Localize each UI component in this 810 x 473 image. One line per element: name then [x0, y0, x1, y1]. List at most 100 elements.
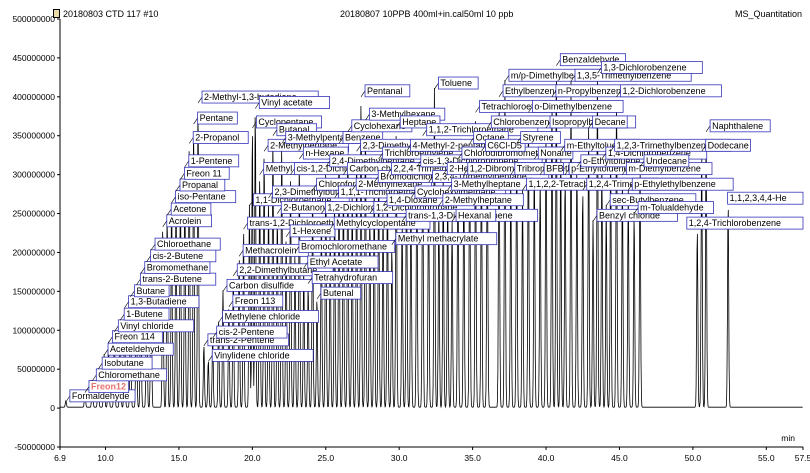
peak-label: p-Ethylethylbenzene: [628, 177, 734, 191]
peak-leader-line: [416, 160, 422, 168]
peak-leader-line: [605, 199, 611, 206]
peak-label-text: Tetrahydrofuran: [314, 273, 377, 283]
peak-label: 1,2,3-Trimethylbenzene: [610, 138, 732, 152]
peak-label: o-Dimethylbenzene: [528, 99, 624, 113]
peak-label-text: Freon 11: [186, 168, 221, 178]
peak-leader-line: [487, 121, 492, 129]
peak-leader-line: [277, 207, 282, 214]
peak-label-text: 1-Hexene: [292, 226, 331, 236]
peak-label: Pentanal: [360, 84, 411, 98]
peak-leader-line: [268, 191, 273, 199]
peak-label: C6Cl-D5: [481, 138, 526, 152]
peak-label-text: Aceteldehyde: [110, 344, 165, 354]
peak-leader-line: [233, 269, 238, 276]
peak-label-box: [232, 294, 284, 308]
peak-leader-line: [303, 261, 309, 269]
peak-label-text: 2,3-Dimethylbutane: [275, 187, 353, 197]
peak-label-text: Trichloroethylene: [385, 148, 454, 158]
peak-leader-line: [401, 215, 407, 222]
peak-label: Nonane: [534, 146, 574, 160]
peak-label-text: 2-Propanol: [195, 133, 239, 143]
peak-label: Toluene: [434, 76, 479, 90]
peak-leader-line: [396, 121, 401, 129]
peak-leader-line: [481, 145, 486, 152]
x-tick-label: 20.0: [244, 453, 261, 463]
peak-label: 3-Methylheptane: [447, 177, 533, 191]
peak-leader-line: [259, 168, 264, 175]
peak-label-text: Freon12: [91, 382, 126, 392]
peak-label-box: [311, 271, 394, 284]
peak-leader-line: [356, 145, 361, 152]
peak-label-box: [709, 119, 771, 133]
peak-label-text: sec-Butylbenzene: [612, 195, 684, 205]
peak-label-box: [631, 177, 734, 191]
peak-label: Methylene chloride: [218, 310, 319, 323]
peak-label-text: o-Ethyltoluene: [583, 156, 641, 166]
peak-label-box: [226, 278, 313, 292]
peak-label: trans-2-Butene: [136, 272, 217, 286]
peak-leader-line: [307, 277, 313, 284]
peak-leader-line: [378, 152, 383, 160]
peak-label-text: 1,2,4-Trichlorobenzene: [689, 218, 781, 228]
peak-leader-line: [285, 230, 291, 238]
peak-label-text: Ethylbenzene: [505, 86, 560, 96]
peak-label-box: [307, 255, 379, 269]
peak-label-box: [537, 146, 574, 160]
peak-label-box: [442, 193, 524, 207]
peak-leader-line: [180, 173, 185, 180]
peak-leader-line: [175, 184, 181, 192]
peak-leader-line: [382, 199, 388, 206]
peak-leader-line: [406, 145, 411, 152]
peak-leader-line: [150, 243, 156, 251]
quantitation-title: MS_Quantitation: [734, 9, 802, 19]
peak-leader-line: [564, 168, 570, 175]
peak-leader-line: [281, 137, 286, 144]
peak-leader-line: [522, 184, 527, 191]
peak-leader-line: [597, 67, 602, 74]
x-tick-label: 10.0: [97, 453, 114, 463]
peak-label-text: Tetrachloroethylene: [482, 101, 561, 111]
peak-label-text: Butenal: [323, 288, 354, 298]
peak-leader-line: [592, 215, 598, 222]
peak-leader-line: [510, 168, 516, 175]
peak-label-box: [170, 202, 212, 216]
peak-label-text: m/p-Dimethylbenzene: [511, 70, 599, 80]
peak-leader-line: [334, 191, 339, 199]
peak-label-text: 1,4-Dichlorobenzene: [608, 148, 691, 158]
peak-label-box: [455, 208, 497, 222]
peak-label: cis-2-Pentene: [212, 325, 288, 339]
peak-label: cis-2-Butene: [146, 249, 217, 263]
peak-label-text: 3-Methylpentane: [288, 133, 355, 143]
peak-label-box: [154, 237, 221, 251]
sample-title: 20180803 CTD 117 #10: [63, 9, 159, 19]
peak-leader-line: [551, 90, 557, 97]
peak-leader-line: [391, 238, 397, 245]
x-tick-label: 25.0: [318, 453, 335, 463]
peak-label-text: o-Dimethylbenzene: [534, 101, 612, 111]
peak-label-text: Heptane: [402, 117, 436, 127]
peak-label-text: Carbon disulfide: [229, 280, 294, 290]
peak-leader-line: [263, 145, 269, 152]
x-tick-label: 30.0: [391, 453, 408, 463]
peak-leader-line: [347, 125, 353, 133]
peak-label-text: 2-Butanone: [283, 203, 330, 213]
peak-leader-line: [171, 196, 176, 203]
peak-label-text: Carbon chloride: [349, 164, 413, 174]
peak-leader-line: [299, 152, 304, 160]
y-tick-label: 250000000: [12, 209, 55, 219]
peak-leader-line: [222, 285, 228, 292]
peak-label-text: cis-1,3-Dichloropropene: [423, 156, 519, 166]
peak-leader-line: [329, 222, 335, 230]
y-tick-label: 200000000: [12, 247, 55, 257]
peak-label: Freon 113: [228, 294, 284, 308]
peak-label-text: Benzaldehyde: [562, 55, 619, 65]
peak-leader-line: [701, 145, 706, 152]
peak-label-text: iso-Pentane: [178, 192, 226, 202]
peak-label-text: Butanal: [279, 125, 310, 135]
x-tick-label: 57.5: [795, 453, 810, 463]
peak-label-text: Propanal: [182, 180, 218, 190]
peak-label-text: Chlorobenzene: [493, 117, 554, 127]
peak-label-text: 2-Methylpentane: [270, 140, 337, 150]
peak-leader-line: [119, 313, 125, 321]
peak-label-text: Ethyl Acetate: [310, 257, 363, 267]
